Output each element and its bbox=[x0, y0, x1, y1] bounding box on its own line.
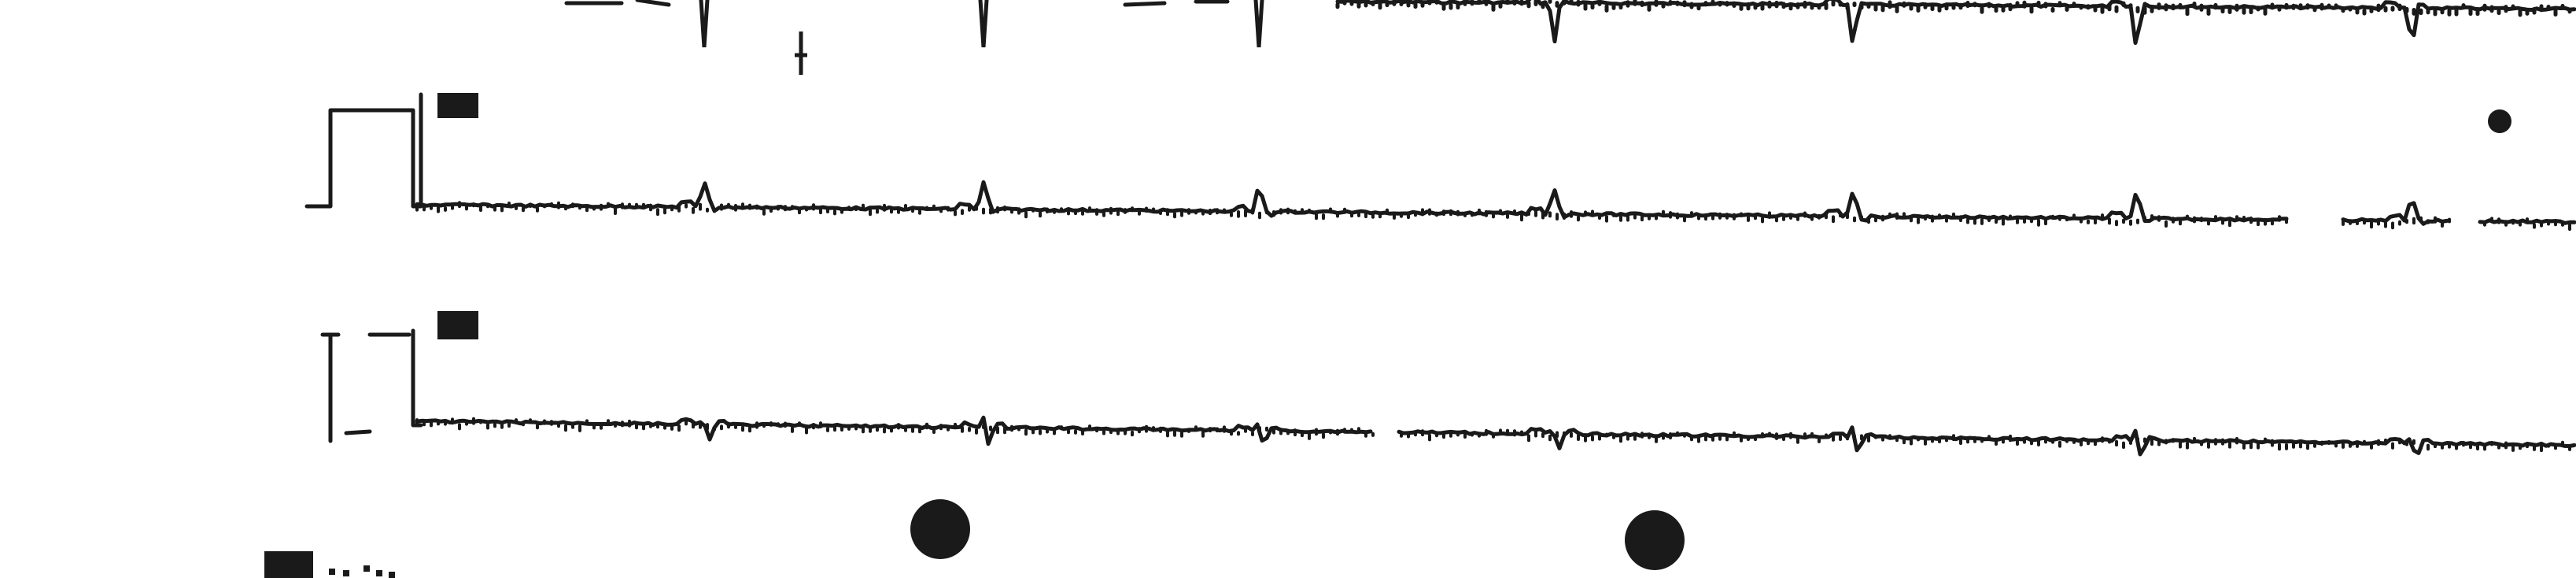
lead-middle bbox=[304, 92, 2576, 232]
corner-ink-specks bbox=[329, 565, 395, 578]
punch-hole-right bbox=[1625, 510, 1685, 570]
lead-top-artifacts bbox=[795, 31, 807, 75]
calibration-pulse-bottom bbox=[320, 328, 423, 443]
ink-speck bbox=[364, 565, 370, 572]
ink-blob-top-right bbox=[2488, 109, 2511, 133]
lead-top-texture bbox=[564, 0, 2572, 48]
corner-ink-mark bbox=[264, 551, 313, 578]
lead-bottom-texture bbox=[415, 417, 2571, 453]
ink-speck bbox=[389, 572, 395, 578]
ink-speck bbox=[329, 569, 335, 575]
punch-hole-left bbox=[910, 499, 970, 559]
lead-label-mark-bottom bbox=[437, 311, 478, 339]
ink-speck bbox=[343, 570, 349, 576]
lead-middle-texture bbox=[415, 201, 2571, 232]
ink-speck bbox=[376, 570, 382, 576]
lead-bottom bbox=[320, 311, 2576, 457]
lead-label-mark-middle bbox=[437, 93, 478, 118]
lead-top bbox=[564, 0, 2576, 75]
